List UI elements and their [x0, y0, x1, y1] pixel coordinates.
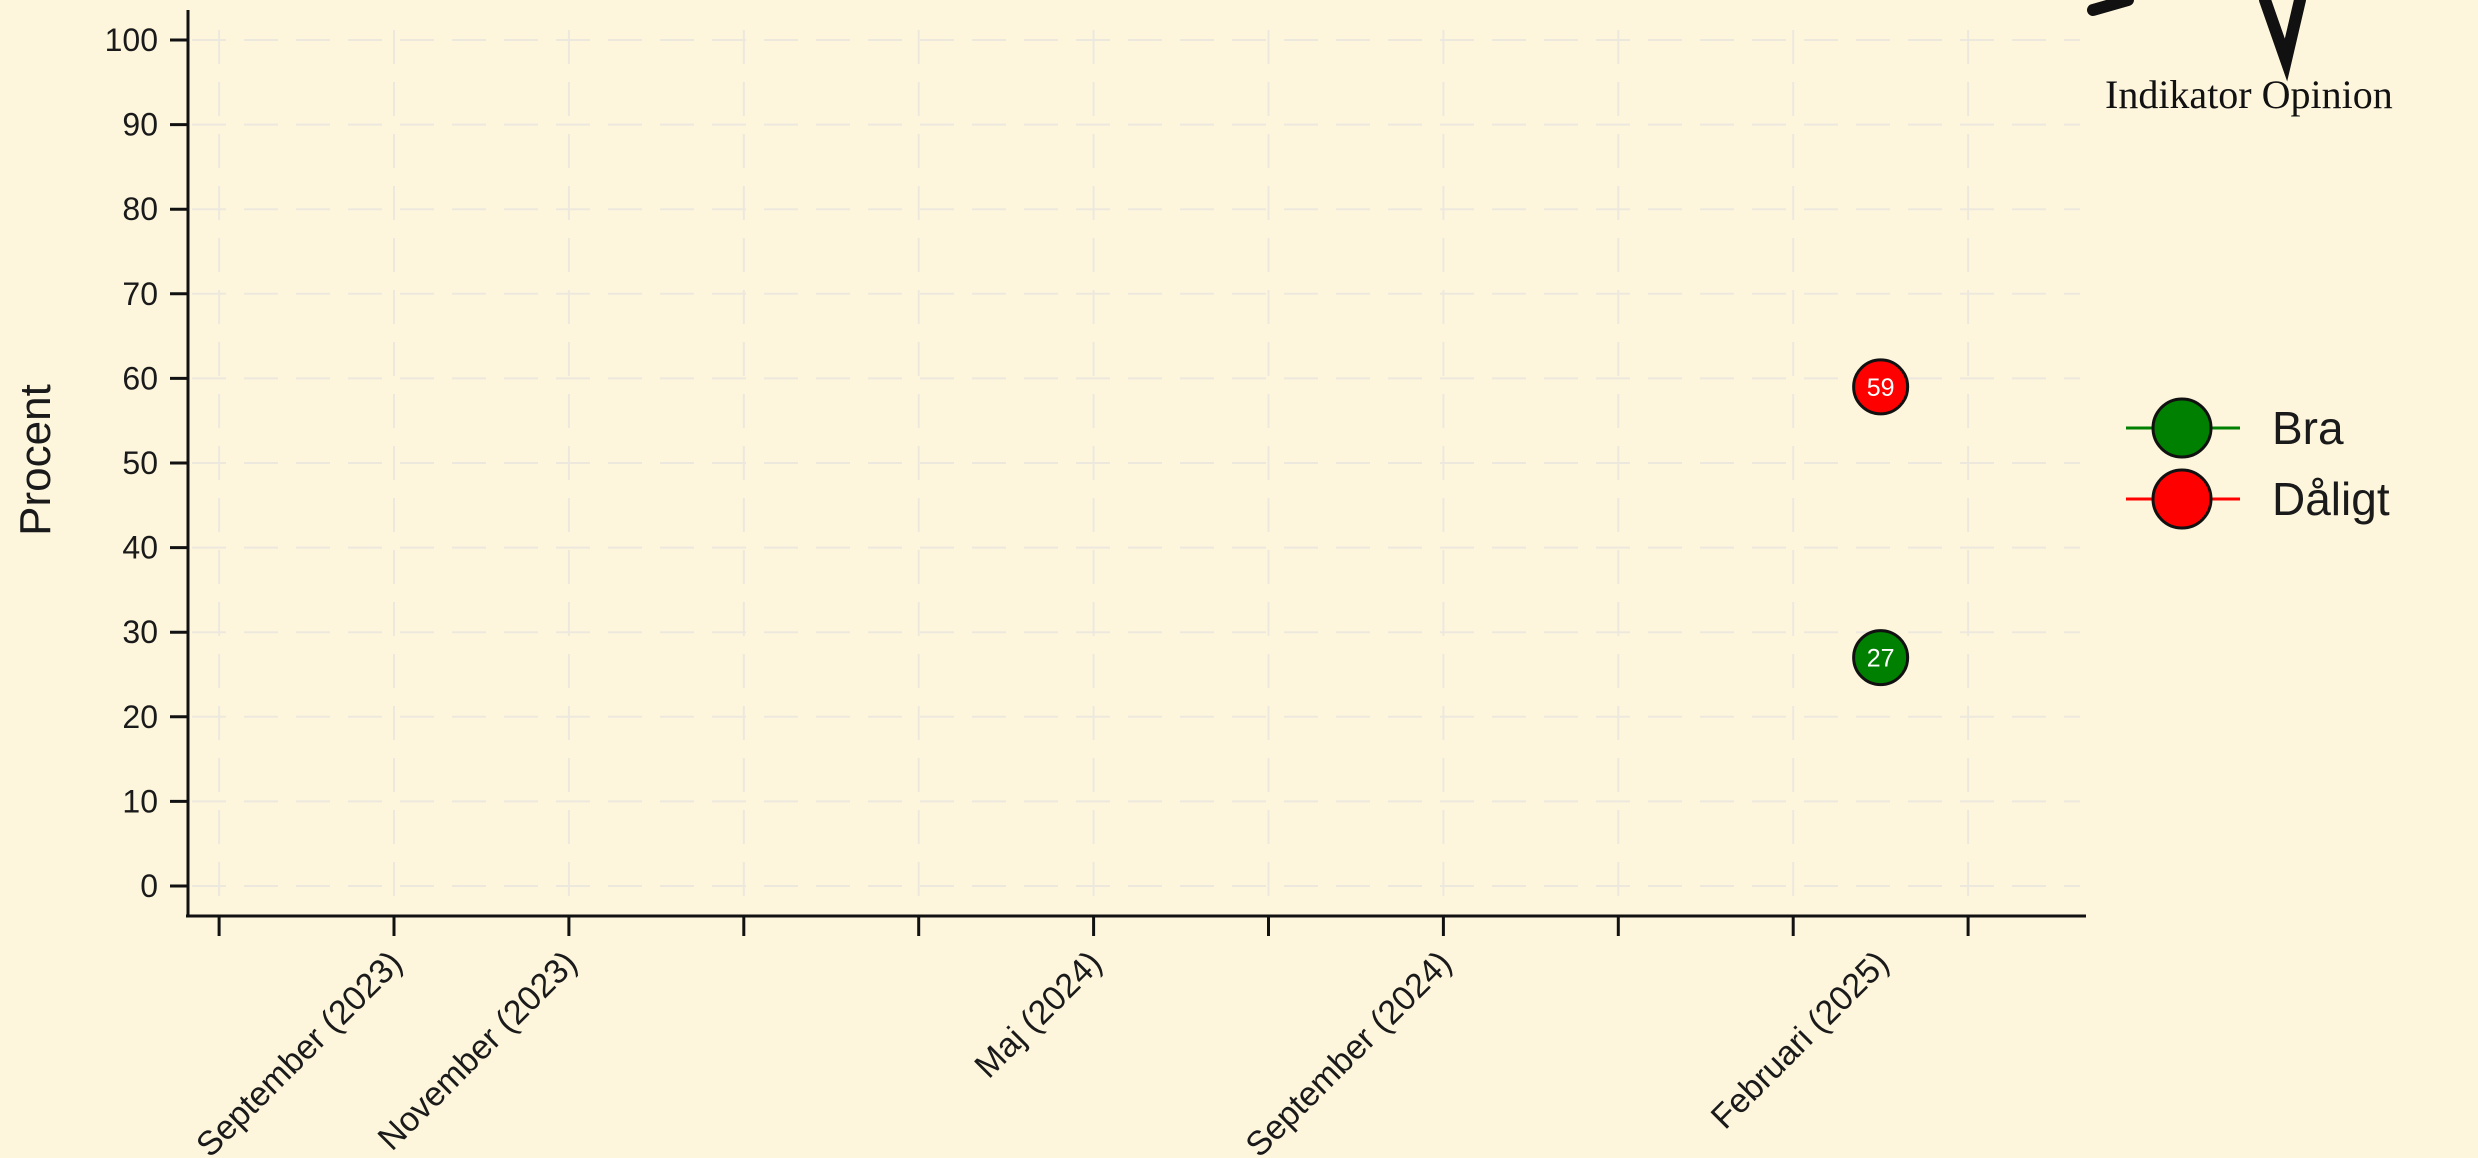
- y-tick-label: 40: [122, 530, 158, 566]
- legend-marker: [2151, 397, 2213, 459]
- data-point: [1852, 358, 1910, 416]
- y-tick-label: 90: [122, 107, 158, 143]
- legend-marker: [2151, 468, 2213, 530]
- x-tick-label: September (2024): [1238, 944, 1459, 1158]
- y-tick-label: 10: [122, 783, 158, 819]
- data-label: 27: [1867, 645, 1895, 673]
- legend: Bra Dåligt: [2126, 397, 2390, 530]
- y-tick-label: 20: [122, 699, 158, 735]
- y-ticks: 0 10 20 30 40 50 60 70 80 90 100: [105, 22, 188, 904]
- brand-mark-icon: [2087, 0, 2306, 82]
- y-axis-title: Procent: [11, 384, 60, 536]
- legend-label: Dåligt: [2272, 473, 2390, 525]
- y-tick-label: 80: [122, 191, 158, 227]
- brand-logo: Indikator Opinion: [2087, 0, 2393, 117]
- legend-label: Bra: [2272, 402, 2344, 454]
- data-label: 59: [1867, 374, 1895, 402]
- y-tick-label: 30: [122, 614, 158, 650]
- y-tick-label: 100: [105, 22, 158, 58]
- y-tick-label: 50: [122, 445, 158, 481]
- y-tick-label: 70: [122, 276, 158, 312]
- data-points: 27 59: [1852, 358, 1910, 687]
- x-ticks: September (2023)November (2023) Maj (2024…: [189, 916, 1970, 1158]
- y-tick-label: 0: [140, 868, 158, 904]
- brand-name: Indikator Opinion: [2105, 72, 2393, 117]
- x-tick-label: Februari (2025): [1704, 944, 1897, 1137]
- data-point: [1852, 629, 1910, 687]
- y-tick-label: 60: [122, 360, 158, 396]
- x-tick-label: Maj (2024): [967, 944, 1109, 1086]
- grid: [192, 30, 2080, 912]
